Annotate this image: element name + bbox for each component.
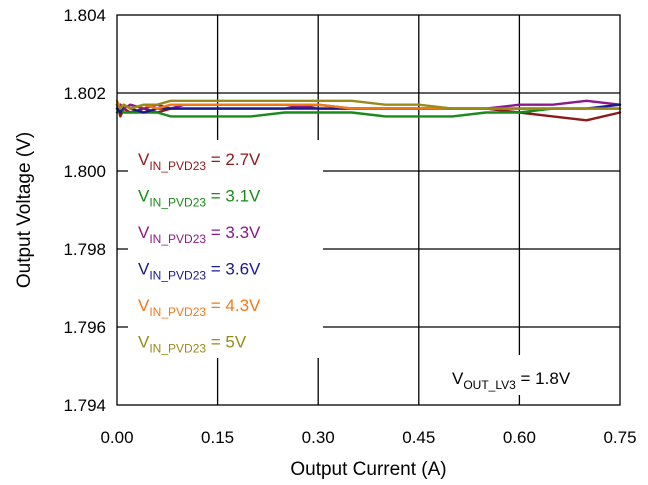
legend-entry-4: VIN_PVD23 = 3.6V [138, 260, 261, 283]
legend-main: V [138, 150, 150, 169]
legend-main: V [138, 260, 150, 279]
legend-main: V [138, 333, 150, 352]
legend-entry-2: VIN_PVD23 = 3.1V [138, 187, 261, 210]
legend-entry-1: VIN_PVD23 = 2.7V [138, 150, 261, 173]
legend-sub: IN_PVD23 [149, 269, 206, 283]
y-tick-label: 1.802 [63, 84, 106, 103]
y-tick-label: 1.800 [63, 162, 106, 181]
y-tick-label: 1.804 [63, 6, 106, 25]
legend-sub: IN_PVD23 [149, 305, 206, 319]
vout-annotation-tail: = 1.8V [516, 369, 571, 388]
legend-tail: = 3.1V [206, 187, 261, 206]
legend-sub: IN_PVD23 [149, 232, 206, 246]
legend-tail: = 2.7V [206, 150, 261, 169]
legend-tail: = 5V [206, 333, 247, 352]
y-tick-label: 1.798 [63, 240, 106, 259]
y-axis-label: Output Voltage (V) [14, 132, 35, 288]
legend-tail: = 4.3V [206, 296, 261, 315]
legend-tail: = 3.3V [206, 223, 261, 242]
y-tick-labels: 1.794 1.796 1.798 1.800 1.802 1.804 [63, 6, 106, 415]
x-tick-label: 0.60 [503, 428, 536, 447]
plot-frame [116, 14, 621, 406]
legend-entry-5: VIN_PVD23 = 4.3V [138, 296, 261, 319]
x-tick-label: 0.45 [402, 428, 435, 447]
legend-background [128, 140, 323, 358]
legend-main: V [138, 296, 150, 315]
x-tick-label: 0.00 [100, 428, 133, 447]
x-tick-label: 0.75 [603, 428, 636, 447]
y-tick-label: 1.794 [63, 396, 106, 415]
annotation-background [440, 355, 610, 395]
legend-tail: = 3.6V [206, 260, 261, 279]
vout-annotation: VOUT_LV3 = 1.8V [452, 369, 571, 392]
x-tick-label: 0.30 [302, 428, 335, 447]
x-axis-label: Output Current (A) [290, 459, 446, 480]
legend-entry-3: VIN_PVD23 = 3.3V [138, 223, 261, 246]
legend-sub: IN_PVD23 [149, 342, 206, 356]
vout-annotation-main: V [452, 369, 464, 388]
x-tick-labels: 0.00 0.15 0.30 0.45 0.60 0.75 [100, 428, 636, 447]
legend-entry-6: VIN_PVD23 = 5V [138, 333, 247, 356]
series-line-2 [115, 107, 622, 118]
legend-main: V [138, 223, 150, 242]
series-layer [115, 99, 622, 122]
series-line-6 [115, 99, 622, 110]
legend-sub: IN_PVD23 [149, 159, 206, 173]
legend-sub: IN_PVD23 [149, 196, 206, 210]
x-tick-label: 0.15 [201, 428, 234, 447]
y-tick-label: 1.796 [63, 318, 106, 337]
vout-annotation-sub: OUT_LV3 [463, 378, 516, 392]
legend-main: V [138, 187, 150, 206]
